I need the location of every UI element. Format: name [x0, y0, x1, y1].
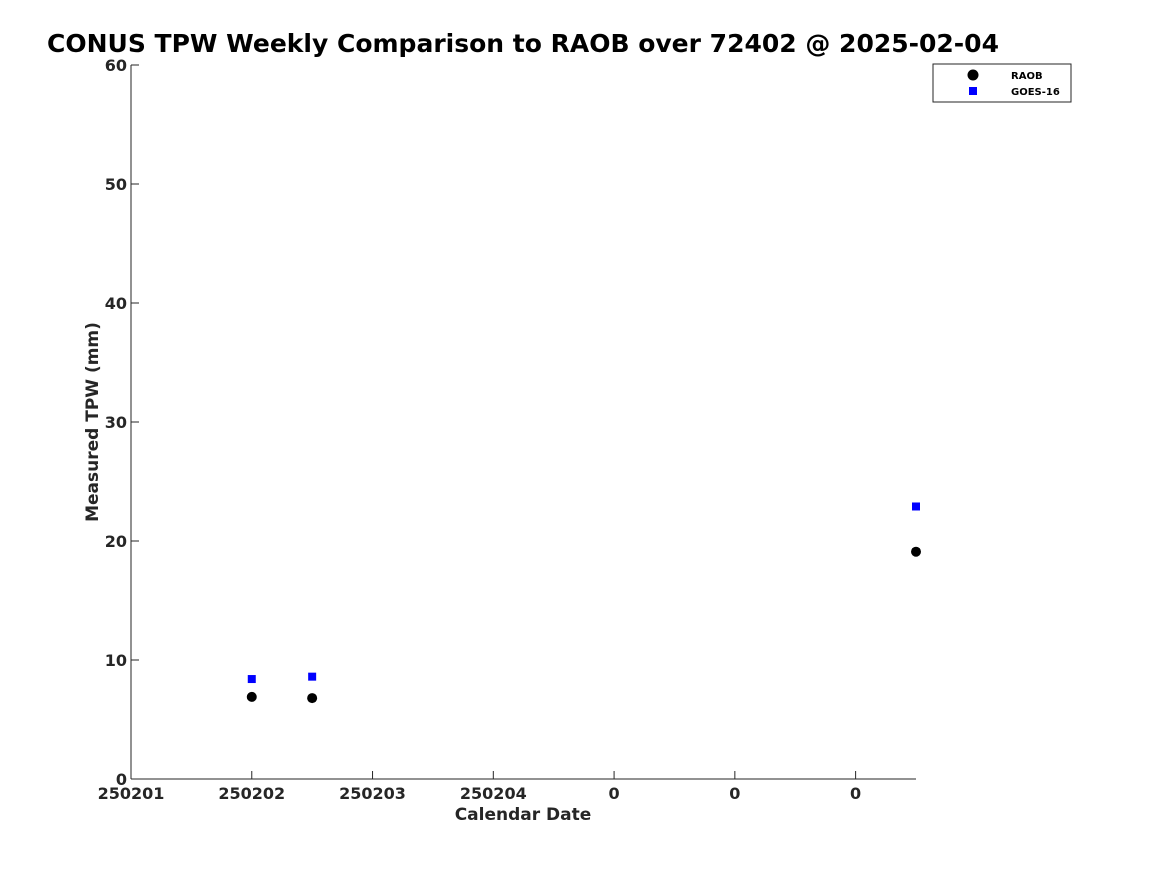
legend-raob-marker	[967, 69, 979, 81]
legend-label: RAOB	[1011, 71, 1043, 82]
data-points	[246, 502, 921, 704]
goes16-point	[308, 672, 317, 681]
x-tick-label: 0	[609, 784, 620, 803]
x-axis-ticks: 250201 250202 250203 250204 0 0 0	[98, 771, 861, 803]
x-tick-label: 250203	[339, 784, 406, 803]
legend-box	[932, 63, 1072, 103]
y-tick-label: 50	[105, 175, 127, 194]
x-tick-label: 0	[729, 784, 740, 803]
y-tick-label: 0	[116, 770, 127, 789]
goes16-point	[247, 675, 256, 684]
raob-point	[246, 691, 257, 702]
x-tick-label: 250201	[98, 784, 165, 803]
raob-point	[911, 546, 921, 557]
goes16-point	[912, 502, 920, 511]
x-tick-label: 250204	[460, 784, 527, 803]
legend: RAOB GOES-16	[932, 63, 1072, 103]
legend-goes16-marker	[969, 87, 977, 95]
y-tick-label: 20	[105, 532, 127, 551]
y-tick-label: 30	[105, 413, 127, 432]
x-axis-label: Calendar Date	[455, 805, 592, 825]
y-axis-ticks: 0 10 20 30 40 50 60	[105, 56, 139, 789]
y-tick-label: 10	[105, 651, 127, 670]
raob-point	[307, 693, 318, 704]
axes	[130, 65, 916, 780]
x-tick-label: 0	[850, 784, 861, 803]
legend-label: GOES-16	[1011, 87, 1060, 98]
y-tick-label: 40	[105, 294, 127, 313]
y-tick-label: 60	[105, 56, 127, 75]
y-axis-label: Measured TPW (mm)	[83, 322, 103, 522]
chart-title: CONUS TPW Weekly Comparison to RAOB over…	[47, 29, 999, 58]
x-tick-label: 250202	[218, 784, 285, 803]
